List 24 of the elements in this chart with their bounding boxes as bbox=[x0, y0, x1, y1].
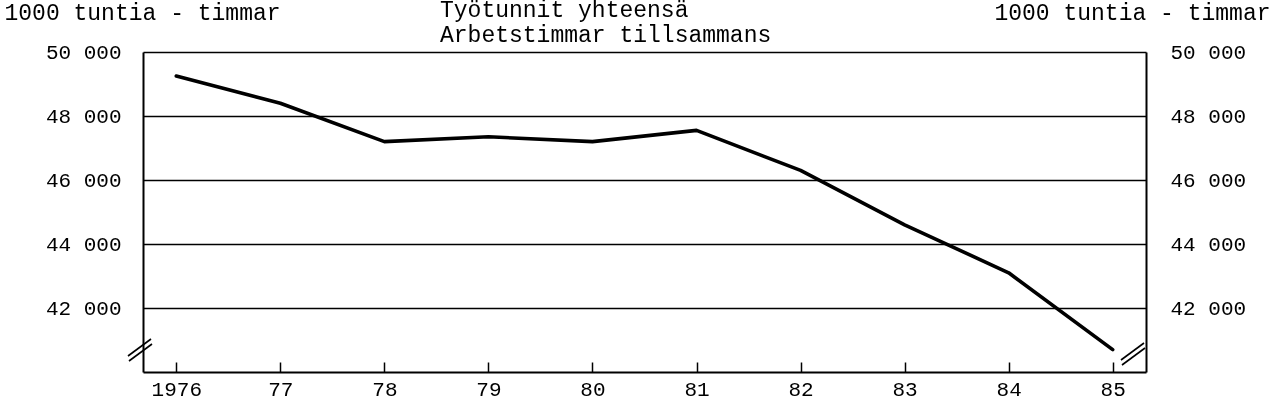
y-axis-title: 1000 tuntia - timmar bbox=[4, 0, 281, 27]
y2-tick-label: 48 000 bbox=[1170, 105, 1247, 129]
y2-tick-label: 44 000 bbox=[1170, 233, 1247, 257]
y2-tick-label: 42 000 bbox=[1170, 297, 1247, 321]
x-tick-label: 83 bbox=[892, 378, 918, 402]
x-tick-label: 84 bbox=[996, 378, 1022, 402]
x-tick-label: 81 bbox=[684, 378, 710, 402]
chart-title: Työtunnit yhteensä bbox=[440, 0, 689, 24]
x-tick-label: 80 bbox=[580, 378, 606, 402]
x-tick-label: 82 bbox=[788, 378, 814, 402]
y2-tick-label: 50 000 bbox=[1170, 41, 1247, 65]
x-tick-label: 1976 bbox=[151, 378, 203, 402]
x-tick-label: 85 bbox=[1100, 378, 1126, 402]
y-tick-label: 46 000 bbox=[45, 169, 122, 193]
y2-axis-title: 1000 tuntia - timmar bbox=[994, 0, 1271, 27]
y-tick-label: 44 000 bbox=[45, 233, 122, 257]
x-tick-label: 79 bbox=[476, 378, 502, 402]
x-tick-label: 77 bbox=[268, 378, 294, 402]
x-tick-label: 78 bbox=[372, 378, 398, 402]
y2-tick-label: 46 000 bbox=[1170, 169, 1247, 193]
chart-subtitle: Arbetstimmar tillsammans bbox=[440, 23, 772, 49]
y-tick-label: 48 000 bbox=[45, 105, 122, 129]
y-tick-label: 42 000 bbox=[45, 297, 122, 321]
y-tick-label: 50 000 bbox=[45, 41, 122, 65]
